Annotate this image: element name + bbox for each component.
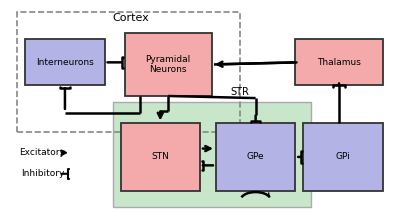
FancyBboxPatch shape [120,123,200,191]
FancyBboxPatch shape [124,33,212,96]
Text: STN: STN [151,153,169,161]
Text: Excitatory: Excitatory [19,148,65,157]
FancyBboxPatch shape [113,102,311,207]
Text: STR: STR [230,87,249,97]
FancyBboxPatch shape [216,123,295,191]
Text: Cortex: Cortex [113,13,149,23]
Text: Interneurons: Interneurons [36,58,94,67]
FancyBboxPatch shape [295,39,383,85]
FancyBboxPatch shape [25,39,105,85]
Text: Pyramidal
Neurons: Pyramidal Neurons [146,55,191,74]
Text: GPi: GPi [336,153,350,161]
Text: Thalamus: Thalamus [317,58,361,67]
Text: Inhibitory: Inhibitory [22,169,65,178]
FancyBboxPatch shape [303,123,383,191]
Text: GPe: GPe [247,153,264,161]
